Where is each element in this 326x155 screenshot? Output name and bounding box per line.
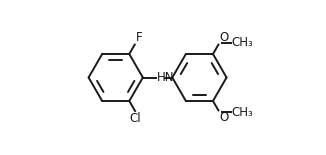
Text: CH₃: CH₃	[231, 36, 253, 49]
Text: HN: HN	[157, 71, 174, 84]
Text: F: F	[136, 31, 142, 44]
Text: Cl: Cl	[129, 112, 141, 125]
Text: O: O	[219, 31, 228, 44]
Text: O: O	[219, 111, 228, 124]
Text: CH₃: CH₃	[231, 106, 253, 119]
